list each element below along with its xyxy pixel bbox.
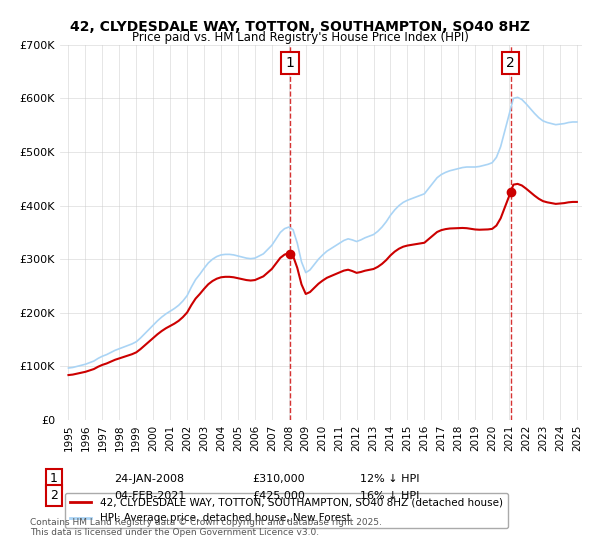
Text: 1: 1 [286,56,295,70]
Text: Price paid vs. HM Land Registry's House Price Index (HPI): Price paid vs. HM Land Registry's House … [131,31,469,44]
Text: 42, CLYDESDALE WAY, TOTTON, SOUTHAMPTON, SO40 8HZ: 42, CLYDESDALE WAY, TOTTON, SOUTHAMPTON,… [70,20,530,34]
Text: Contains HM Land Registry data © Crown copyright and database right 2025.
This d: Contains HM Land Registry data © Crown c… [30,518,382,538]
Text: 24-JAN-2008: 24-JAN-2008 [114,474,184,484]
Text: 16% ↓ HPI: 16% ↓ HPI [360,491,419,501]
Legend: 42, CLYDESDALE WAY, TOTTON, SOUTHAMPTON, SO40 8HZ (detached house), HPI: Average: 42, CLYDESDALE WAY, TOTTON, SOUTHAMPTON,… [65,493,508,529]
Text: 1: 1 [50,472,58,486]
Text: 2: 2 [506,56,515,70]
Text: £425,000: £425,000 [252,491,305,501]
Text: £310,000: £310,000 [252,474,305,484]
Text: 12% ↓ HPI: 12% ↓ HPI [360,474,419,484]
Text: 2: 2 [50,489,58,502]
Text: 04-FEB-2021: 04-FEB-2021 [114,491,185,501]
